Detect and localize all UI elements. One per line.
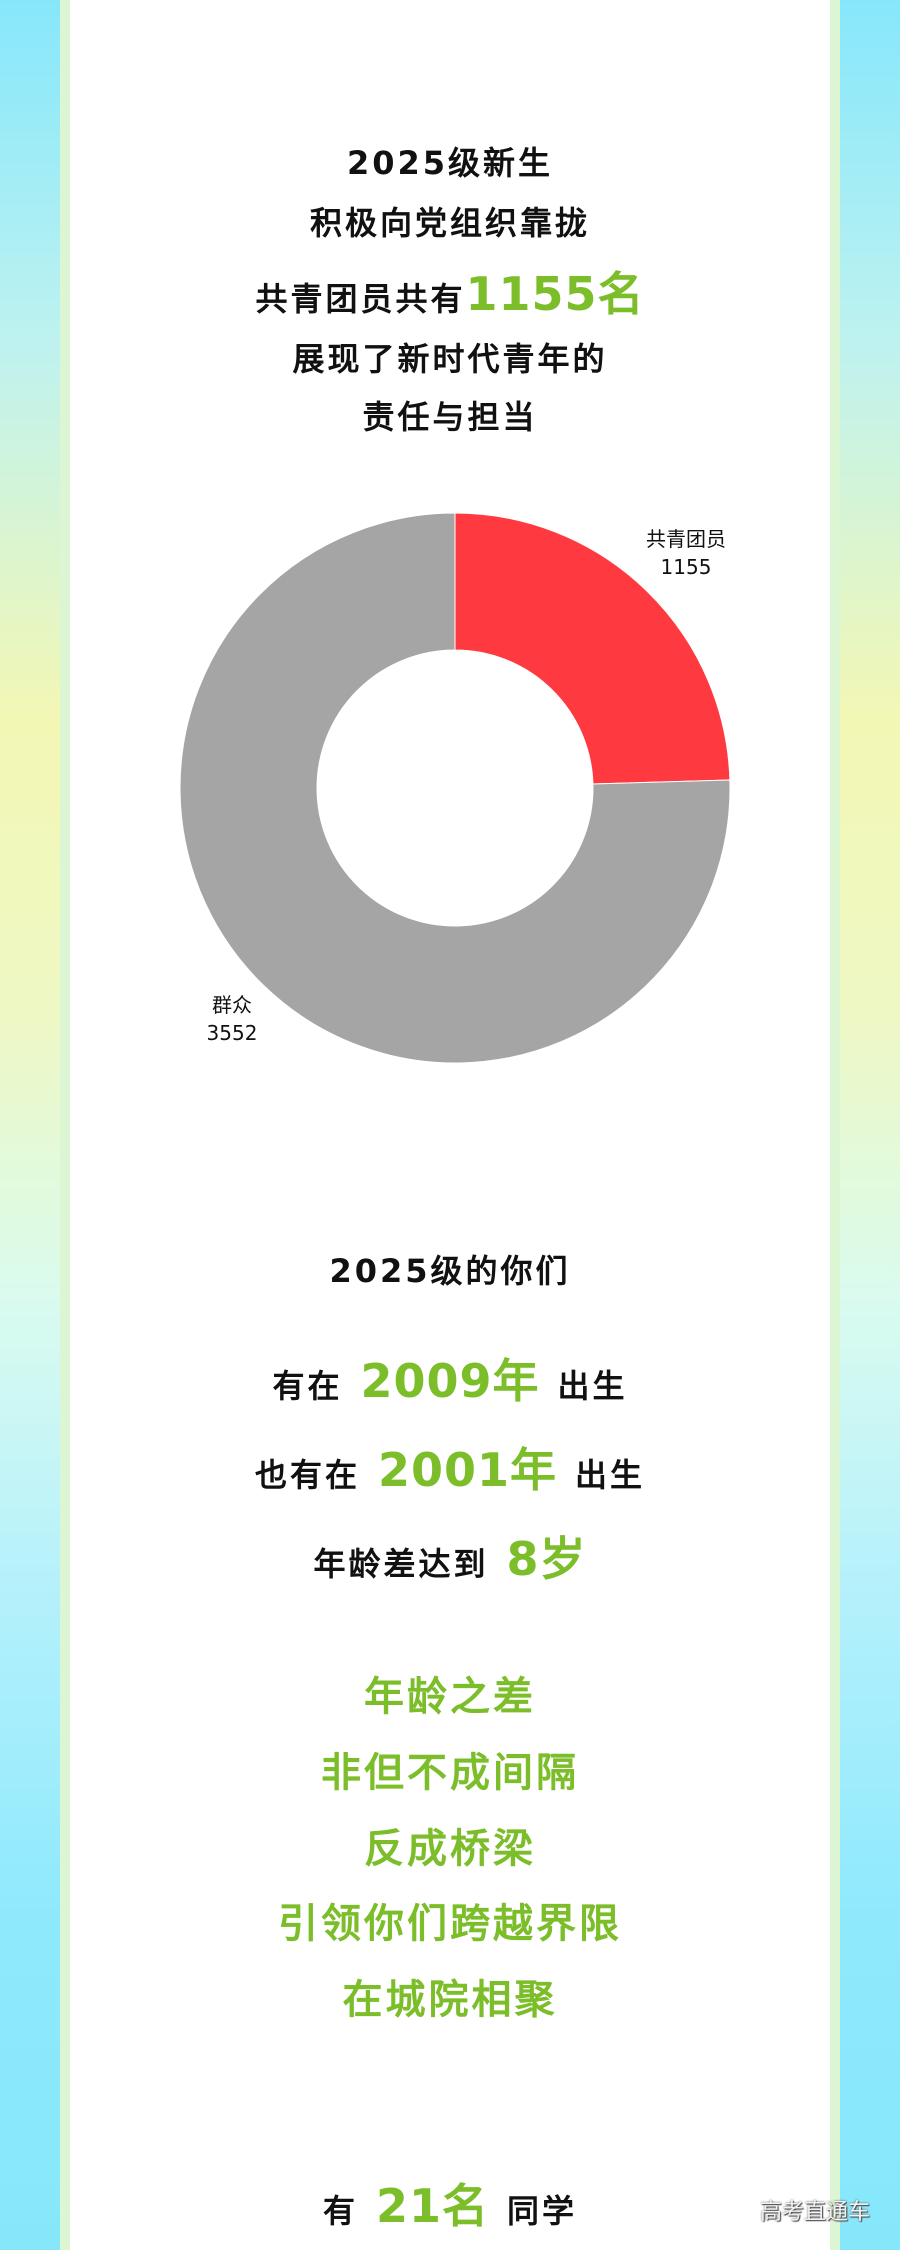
- age-row-1-suffix: 出生: [557, 1367, 628, 1405]
- slogan-line-1: 年龄之差: [364, 1674, 536, 1720]
- bottom-suffix: 同学: [507, 2192, 578, 2230]
- watermark: 高考直通车: [760, 2200, 871, 2225]
- bottom-prefix: 有: [322, 2192, 358, 2230]
- birth-year-earliest: 2001年: [377, 1443, 558, 1497]
- donut-slice-1: [179, 512, 731, 1064]
- age-row-2-suffix: 出生: [575, 1456, 646, 1494]
- label-value-1: 3552: [207, 1021, 258, 1045]
- age-row-2: 也有在 2001年 出生: [0, 1434, 900, 1500]
- slogan-line-2: 非但不成间隔: [321, 1750, 579, 1796]
- intro-line-3: 共青团员共有1155名: [0, 258, 900, 324]
- label-category-1: 群众: [212, 993, 252, 1017]
- label-value-0: 1155: [661, 555, 712, 579]
- student-count: 21名: [375, 2179, 489, 2233]
- intro-line-2: 积极向党组织靠拢: [309, 204, 590, 242]
- member-count: 1155名: [465, 267, 645, 321]
- age-heading: 2025级的你们: [329, 1252, 571, 1290]
- label-category-0: 共青团员: [646, 527, 726, 551]
- age-row-3: 年龄差达到 8岁: [0, 1523, 900, 1589]
- slogan-line-5: 在城院相聚: [342, 1977, 558, 2023]
- age-row-3-prefix: 年龄差达到: [313, 1545, 489, 1583]
- slogan-line-3: 反成桥梁: [364, 1826, 536, 1872]
- intro-line-5: 责任与担当: [362, 398, 538, 436]
- donut-slice-0: [454, 512, 731, 785]
- intro-line-4: 展现了新时代青年的: [292, 340, 608, 378]
- intro-line-3-prefix: 共青团员共有: [255, 280, 466, 318]
- slogan-line-4: 引领你们跨越界限: [278, 1901, 622, 1947]
- age-row-1: 有在 2009年 出生: [0, 1345, 900, 1411]
- content-panel: [70, 0, 830, 2250]
- age-row-2-prefix: 也有在: [254, 1456, 360, 1494]
- age-gap: 8岁: [506, 1532, 587, 1586]
- age-row-1-prefix: 有在: [272, 1367, 343, 1405]
- bottom-line: 有 21名 同学: [0, 2170, 900, 2236]
- intro-line-1: 2025级新生: [346, 144, 554, 182]
- birth-year-latest: 2009年: [360, 1354, 540, 1408]
- donut-chart: 共青团员 1155 群众 3552: [179, 512, 731, 1064]
